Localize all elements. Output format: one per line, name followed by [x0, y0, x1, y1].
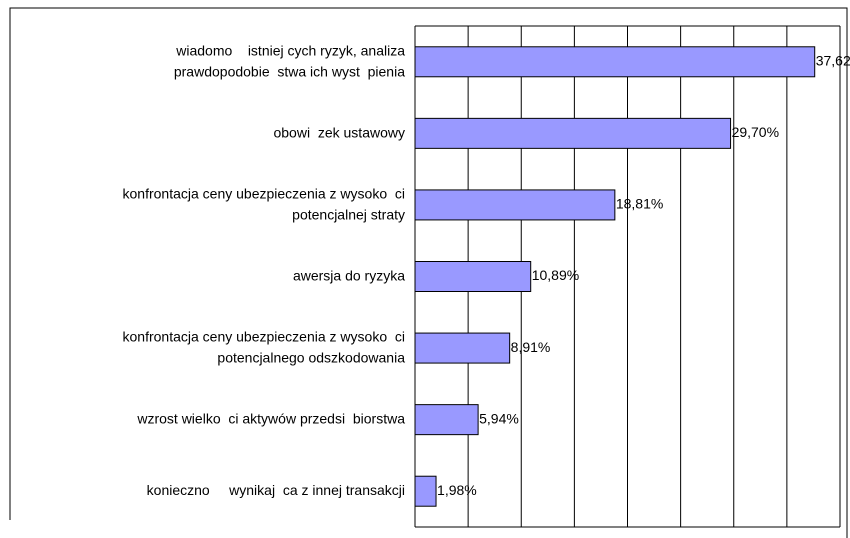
value-label: 8,91%: [511, 339, 551, 355]
bar: [414, 46, 816, 78]
label-line: obowi zek ustawowy: [273, 124, 405, 140]
value-label: 37,62%: [816, 52, 850, 68]
label-line: awersja do ryzyka: [293, 267, 405, 283]
label-line: potencjalnego odszkodowania: [217, 349, 405, 365]
value-label: 18,81%: [616, 196, 663, 212]
label-line: prawdopodobie stwa ich wyst pienia: [174, 63, 405, 79]
label-line: konieczno wynikaj ca z innej transakcji: [147, 482, 405, 498]
value-label: 1,98%: [437, 482, 477, 498]
y-tick-label: wiadomo istniej cych ryzyk, analiza prawd…: [174, 42, 405, 79]
label-line: konfrontacja ceny ubezpieczenia z wysoko…: [123, 328, 405, 344]
label-line: wzrost wielko ci aktywów przedsi biorstw…: [136, 410, 405, 426]
label-line: potencjalnej straty: [292, 206, 405, 222]
bar: [414, 475, 437, 507]
label-line: konfrontacja ceny ubezpieczenia z wysoko…: [123, 185, 405, 201]
y-tick-label: wzrost wielko ci aktywów przedsi biorstw…: [136, 410, 405, 426]
bar: [414, 261, 532, 292]
y-tick-label: awersja do ryzyka: [293, 267, 405, 283]
bar: [414, 117, 732, 149]
y-tick-label: konfrontacja ceny ubezpieczenia z wysoko…: [123, 185, 405, 222]
bar: [414, 332, 511, 364]
y-tick-label: konfrontacja ceny ubezpieczenia z wysoko…: [123, 328, 406, 365]
y-tick-label: obowi zek ustawowy: [273, 124, 405, 140]
bar: [414, 404, 479, 436]
frame: [9, 7, 848, 538]
value-label: 5,94%: [479, 410, 519, 426]
label-line: wiadomo istniej cych ryzyk, analiza: [175, 42, 405, 58]
value-label: 29,70%: [732, 124, 779, 140]
y-tick-label: konieczno wynikaj ca z innej transakcji: [147, 482, 405, 498]
value-label: 10,89%: [532, 267, 579, 283]
bar: [414, 189, 616, 221]
